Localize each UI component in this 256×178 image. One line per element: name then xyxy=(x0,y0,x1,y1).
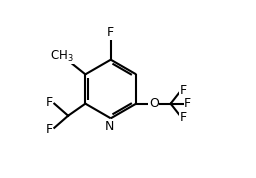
Text: F: F xyxy=(107,27,114,40)
Text: O: O xyxy=(149,97,159,110)
Text: N: N xyxy=(105,120,115,133)
Text: CH$_3$: CH$_3$ xyxy=(50,49,73,64)
Text: F: F xyxy=(184,97,191,110)
Text: F: F xyxy=(180,84,187,97)
Text: F: F xyxy=(180,111,187,124)
Text: F: F xyxy=(46,96,53,109)
Text: F: F xyxy=(46,123,53,136)
